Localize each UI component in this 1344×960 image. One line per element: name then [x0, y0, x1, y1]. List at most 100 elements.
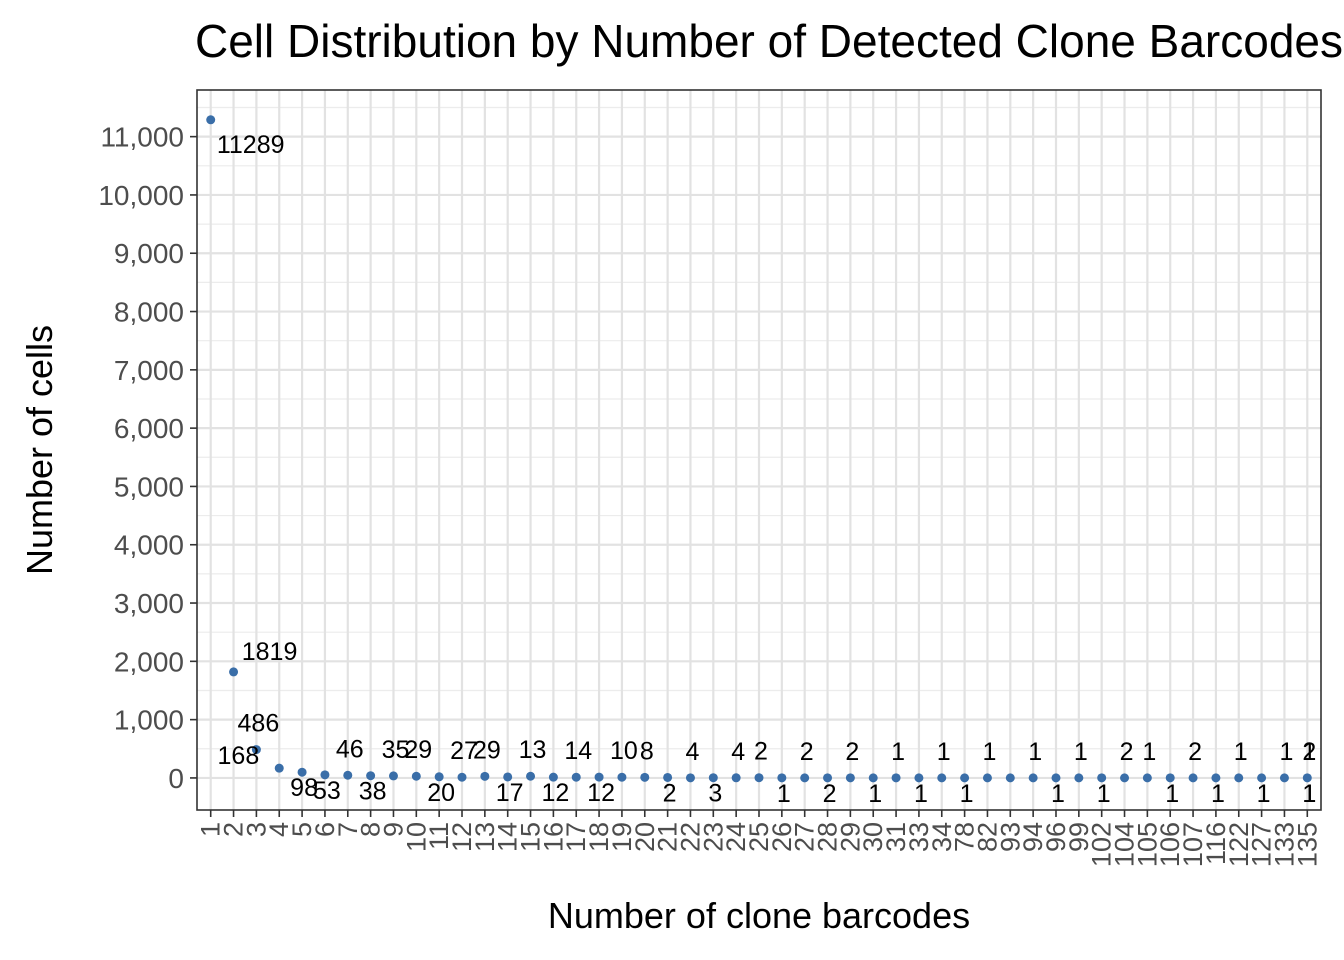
data-point	[1257, 773, 1267, 783]
data-point	[1211, 773, 1221, 783]
data-label: 1	[983, 738, 997, 766]
data-point	[960, 773, 970, 783]
data-label: 4	[731, 738, 745, 766]
data-point	[388, 771, 398, 781]
data-label: 3	[708, 780, 722, 808]
data-point	[411, 771, 421, 781]
data-point	[1028, 773, 1038, 783]
x-tick-label: 96	[1041, 822, 1071, 852]
data-label: 2	[800, 738, 814, 766]
data-point	[777, 773, 787, 783]
x-tick-label: 28	[813, 822, 843, 852]
data-label: 1	[1165, 780, 1179, 808]
x-tick-label: 14	[493, 822, 523, 852]
data-label: 1	[1051, 780, 1065, 808]
data-point	[845, 773, 855, 783]
x-tick-label: 1	[196, 822, 226, 837]
data-point	[251, 745, 261, 755]
x-tick-label: 4	[264, 822, 294, 837]
y-tick-label: 1,000	[114, 705, 184, 736]
data-point	[663, 772, 673, 782]
data-point	[823, 773, 833, 783]
data-point	[229, 667, 239, 677]
data-point	[457, 772, 467, 782]
data-point	[937, 773, 947, 783]
data-label: 1	[937, 738, 951, 766]
x-tick-label: 94	[1018, 822, 1048, 852]
data-point	[297, 767, 307, 777]
x-tick-label: 34	[927, 822, 957, 852]
data-label: 12	[587, 779, 615, 807]
x-tick-label: 15	[516, 822, 546, 852]
data-label: 17	[496, 779, 524, 807]
x-tick-label: 2	[219, 822, 249, 837]
data-point	[526, 771, 536, 781]
x-tick-label: 133	[1269, 822, 1299, 867]
y-tick-label: 0	[168, 763, 184, 794]
data-point	[1234, 773, 1244, 783]
data-point	[1302, 773, 1312, 783]
x-tick-label: 27	[790, 822, 820, 852]
x-tick-label: 8	[356, 822, 386, 837]
data-point	[754, 773, 764, 783]
y-tick-label: 11,000	[100, 122, 184, 153]
data-label: 53	[313, 777, 341, 805]
data-point	[480, 771, 490, 781]
x-tick-label: 135	[1292, 822, 1322, 867]
data-label: 2	[845, 738, 859, 766]
x-tick-label: 127	[1247, 822, 1277, 867]
data-label: 1	[1074, 738, 1088, 766]
x-tick-label: 104	[1110, 822, 1140, 867]
data-point	[914, 773, 924, 783]
x-tick-label: 11	[424, 822, 454, 850]
data-point	[640, 772, 650, 782]
data-point	[800, 773, 810, 783]
data-point	[1005, 773, 1015, 783]
x-tick-label: 93	[995, 822, 1025, 852]
data-label: 1	[914, 780, 928, 808]
data-label: 1	[891, 738, 905, 766]
data-point	[708, 773, 718, 783]
data-label: 29	[473, 736, 501, 764]
data-label: 1	[1302, 738, 1316, 766]
y-tick-label: 3,000	[114, 588, 184, 619]
x-tick-label: 116	[1201, 822, 1231, 865]
data-label: 29	[404, 736, 432, 764]
x-tick-label: 20	[630, 822, 660, 852]
data-point	[1051, 773, 1061, 783]
x-tick-label: 12	[447, 822, 477, 852]
data-label: 1	[868, 780, 882, 808]
data-point	[594, 772, 604, 782]
x-tick-label: 122	[1224, 822, 1254, 867]
data-label: 486	[238, 710, 280, 738]
data-label: 1	[960, 780, 974, 808]
data-label: 1	[1302, 780, 1316, 808]
data-label: 1	[1097, 780, 1111, 808]
x-tick-label: 16	[538, 822, 568, 852]
data-point	[1120, 773, 1130, 783]
x-tick-label: 13	[470, 822, 500, 852]
data-label: 2	[1188, 738, 1202, 766]
data-label: 2	[754, 738, 768, 766]
x-tick-label: 6	[310, 822, 340, 837]
data-label: 1	[1142, 738, 1156, 766]
data-label: 10	[610, 737, 638, 765]
data-point	[1279, 773, 1289, 783]
x-tick-label: 25	[744, 822, 774, 852]
y-tick-label: 5,000	[114, 471, 184, 502]
y-tick-label: 6,000	[114, 413, 184, 444]
data-label: 27	[450, 737, 478, 765]
y-tick-label: 7,000	[114, 355, 184, 386]
data-point	[206, 115, 216, 125]
data-label: 98	[290, 774, 318, 802]
data-point	[1142, 773, 1152, 783]
data-label: 1819	[242, 638, 298, 666]
data-label: 13	[519, 736, 547, 764]
x-axis-title: Number of clone barcodes	[548, 895, 970, 936]
data-point	[1097, 773, 1107, 783]
x-tick-label: 3	[241, 822, 271, 837]
data-label: 12	[541, 779, 569, 807]
data-point	[1074, 773, 1084, 783]
y-tick-label: 4,000	[114, 530, 184, 561]
